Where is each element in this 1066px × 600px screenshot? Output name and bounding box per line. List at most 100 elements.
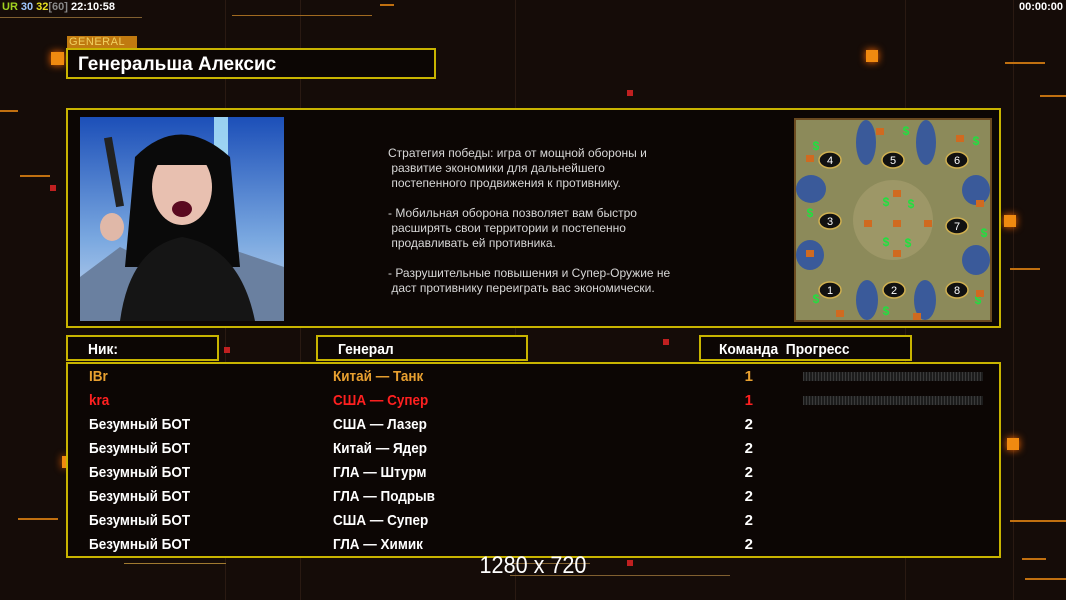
general-title-box: Генеральша Алексис: [66, 48, 436, 79]
start-position-marker[interactable]: [882, 281, 906, 299]
deco-line: [1005, 62, 1045, 64]
column-header-label: Команда Прогресс: [719, 341, 850, 358]
column-header-general: Генерал: [316, 335, 528, 361]
player-team[interactable]: 1: [744, 392, 753, 409]
player-list: IBr Китай — Танк 1 kra США — Супер 1 Безумный …: [66, 362, 1001, 558]
player-general[interactable]: США — Супер: [333, 392, 429, 409]
status-ur: UR: [2, 1, 18, 13]
supply-dollar-icon: $: [807, 206, 814, 220]
map-water: [916, 120, 936, 165]
player-general[interactable]: США — Супер: [333, 512, 429, 529]
start-position-marker[interactable]: [945, 217, 969, 235]
player-team[interactable]: 1: [744, 368, 753, 385]
start-position-label: 7: [954, 221, 960, 233]
progress-bar: [803, 372, 983, 381]
map-water: [914, 280, 936, 320]
start-position-marker[interactable]: [818, 281, 842, 299]
general-portrait: [80, 117, 284, 321]
resolution-label: 1280 x 720: [479, 552, 587, 579]
player-row[interactable]: Безумный БОТ США — Супер 2: [68, 509, 999, 533]
oil-derrick-icon: [806, 155, 814, 162]
status-bar: UR 30 32[60] 22:10:58: [2, 1, 118, 13]
start-position-marker[interactable]: [818, 212, 842, 230]
progress-bar: [803, 396, 983, 405]
column-header-nick: Ник:: [66, 335, 219, 361]
player-team[interactable]: 2: [744, 416, 753, 433]
deco-red-dot: [224, 347, 230, 353]
general-info-panel: Стратегия победы: игра от мощной обороны…: [66, 108, 1001, 328]
deco-line: [1040, 95, 1066, 97]
player-row[interactable]: Безумный БОТ ГЛА — Подрыв 2: [68, 485, 999, 509]
player-general[interactable]: Китай — Ядер: [333, 440, 427, 457]
player-team[interactable]: 2: [744, 536, 753, 553]
oil-derrick-icon: [913, 313, 921, 320]
player-nick: kra: [89, 392, 110, 409]
start-position-label: 2: [891, 285, 897, 297]
player-row[interactable]: Безумный БОТ ГЛА — Штурм 2: [68, 461, 999, 485]
player-general[interactable]: ГЛА — Штурм: [333, 464, 427, 481]
player-row[interactable]: kra США — Супер 1: [68, 389, 999, 413]
map-preview[interactable]: 1 2 3 4 5 6 7 8 $ $ $ $ $ $ $ $ $ $ $ $: [794, 118, 992, 322]
oil-derrick-icon: [864, 220, 872, 227]
deco-line: [510, 575, 730, 576]
player-nick: Безумный БОТ: [89, 440, 191, 457]
player-team[interactable]: 2: [744, 440, 753, 457]
deco-line: [0, 110, 18, 112]
oil-derrick-icon: [806, 250, 814, 257]
start-position-marker[interactable]: [818, 151, 842, 169]
deco-red-dot: [663, 339, 669, 345]
player-nick: Безумный БОТ: [89, 488, 191, 505]
column-header-team-progress: Команда Прогресс: [699, 335, 912, 361]
player-row[interactable]: Безумный БОТ Китай — Ядер 2: [68, 437, 999, 461]
player-row[interactable]: Безумный БОТ США — Лазер 2: [68, 413, 999, 437]
player-general[interactable]: ГЛА — Подрыв: [333, 488, 435, 505]
oil-derrick-icon: [976, 290, 984, 297]
deco-line: [510, 563, 590, 564]
player-team[interactable]: 2: [744, 488, 753, 505]
start-position-label: 6: [954, 155, 960, 167]
player-team[interactable]: 2: [744, 512, 753, 529]
player-team[interactable]: 2: [744, 464, 753, 481]
deco-line: [1025, 578, 1066, 580]
supply-dollar-icon: $: [975, 293, 982, 307]
deco-line: [1010, 268, 1040, 270]
supply-dollar-icon: $: [973, 134, 980, 148]
supply-dollar-icon: $: [813, 139, 820, 153]
oil-derrick-icon: [893, 250, 901, 257]
deco-square: [1007, 438, 1019, 450]
status-value: 30: [20, 1, 34, 13]
player-row[interactable]: Безумный БОТ ГЛА — Химик 2: [68, 533, 999, 557]
start-position-label: 4: [827, 155, 833, 167]
player-general[interactable]: США — Лазер: [333, 416, 427, 433]
deco-line: [0, 17, 142, 18]
supply-dollar-icon: $: [981, 226, 988, 240]
player-row[interactable]: IBr Китай — Танк 1: [68, 365, 999, 389]
map-water: [856, 120, 876, 165]
supply-dollar-icon: $: [905, 236, 912, 250]
deco-line: [20, 175, 50, 177]
deco-square: [866, 50, 878, 62]
deco-square: [51, 52, 64, 65]
deco-red-dot: [627, 90, 633, 96]
start-position-label: 8: [954, 285, 960, 297]
deco-line: [124, 563, 226, 564]
general-name: Генеральша Алексис: [78, 54, 277, 75]
map-water: [962, 175, 990, 205]
player-general[interactable]: ГЛА — Химик: [333, 536, 423, 553]
deco-red-dot: [627, 560, 633, 566]
status-clock: 22:10:58: [70, 1, 115, 13]
oil-derrick-icon: [876, 128, 884, 135]
player-general[interactable]: Китай — Танк: [333, 368, 424, 385]
oil-derrick-icon: [893, 190, 901, 197]
start-position-marker[interactable]: [881, 151, 905, 169]
oil-derrick-icon: [976, 200, 984, 207]
map-water: [856, 280, 878, 320]
game-timer: 00:00:00: [1018, 1, 1063, 13]
start-position-marker[interactable]: [945, 151, 969, 169]
status-fps-limit: [60]: [48, 1, 68, 13]
oil-derrick-icon: [924, 220, 932, 227]
start-position-marker[interactable]: [945, 281, 969, 299]
player-nick: Безумный БОТ: [89, 416, 191, 433]
map-water: [796, 175, 826, 203]
column-header-label: Ник:: [88, 341, 118, 358]
